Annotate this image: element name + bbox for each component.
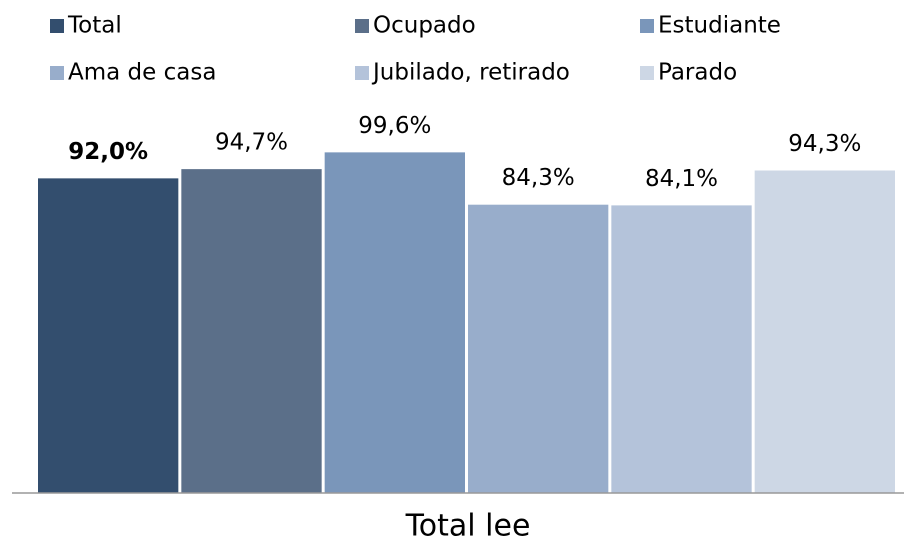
legend-swatch (640, 66, 654, 80)
bar (611, 205, 752, 494)
legend-label: Estudiante (658, 13, 781, 39)
legend-label: Total (67, 13, 122, 39)
value-label: 99,6% (358, 113, 431, 139)
legend-swatch (355, 66, 369, 80)
legend-swatch (50, 19, 64, 33)
bar (38, 178, 179, 494)
value-label: 84,1% (645, 166, 718, 192)
x-tick-label: Total lee (405, 509, 531, 544)
legend-label: Ocupado (373, 13, 476, 39)
value-label: 94,3% (788, 131, 861, 157)
legend-label: Jubilado, retirado (371, 60, 570, 86)
legend-swatch (640, 19, 654, 33)
legend-label: Ama de casa (68, 60, 216, 86)
legend-swatch (50, 66, 64, 80)
bar (754, 170, 895, 493)
value-label: 94,7% (215, 130, 288, 156)
legend-label: Parado (658, 60, 737, 86)
bar (468, 204, 609, 493)
legend-swatch (355, 19, 369, 33)
value-label: 84,3% (502, 165, 575, 191)
value-label: 92,0% (68, 139, 148, 165)
bar (324, 152, 465, 494)
bar (181, 169, 322, 493)
